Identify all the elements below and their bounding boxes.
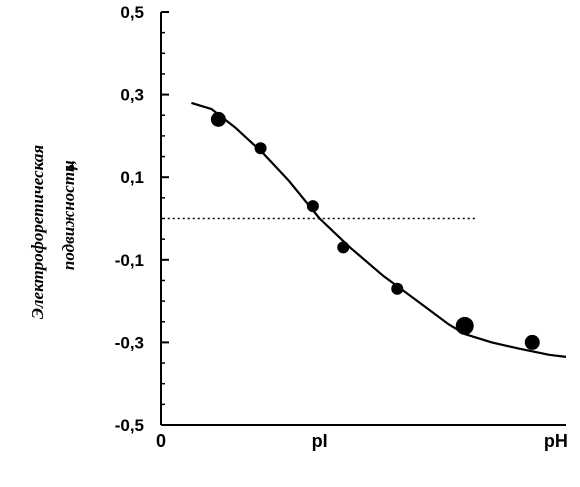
x-axis-labels: 0 pI pH: [156, 431, 568, 451]
y-tick-label: -0,5: [115, 416, 144, 435]
data-point: [254, 142, 267, 155]
data-point: [524, 334, 540, 350]
data-point: [455, 316, 474, 335]
y-tick-label: 0,3: [120, 86, 144, 105]
fit-curve: [191, 101, 567, 358]
y-tick-label: -0,3: [115, 333, 144, 352]
data-point: [210, 111, 226, 127]
y-axis-label-symbol: μ: [59, 160, 78, 170]
x-tick-label: pI: [312, 431, 328, 451]
y-axis-label: Электрофоретическая подвижность, μ: [28, 145, 78, 319]
data-points: [210, 111, 540, 350]
y-axis-ticks: 0,5 0,3 0,1 -0,1 -0,3 -0,5: [115, 3, 169, 435]
x-tick-label: pH: [544, 431, 568, 451]
data-point: [391, 282, 404, 295]
y-axis-label-line2: подвижность,: [59, 160, 78, 270]
y-tick-label: -0,1: [115, 251, 144, 270]
y-tick-label: 0,5: [120, 3, 144, 22]
fit-curve-group: [191, 101, 567, 358]
x-tick-label: 0: [156, 431, 166, 451]
y-tick-label: 0,1: [120, 168, 144, 187]
data-point: [337, 241, 350, 254]
y-axis-label-line1: Электрофоретическая: [28, 145, 47, 319]
data-point: [306, 200, 319, 213]
